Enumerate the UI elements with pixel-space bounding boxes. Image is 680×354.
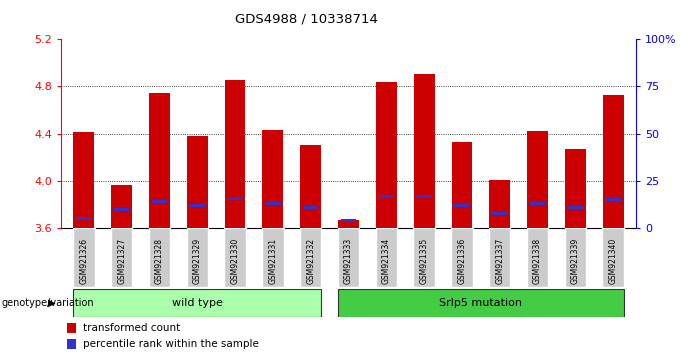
Bar [73,132,95,228]
Text: GSM921333: GSM921333 [344,238,353,284]
Bar [149,228,170,287]
Bar [265,202,281,205]
Bar [67,324,76,333]
Bar [527,228,548,287]
Bar [605,199,621,201]
Bar [224,80,245,228]
Bar [112,184,132,228]
Bar [527,131,548,228]
Bar [451,228,473,287]
Bar [376,81,396,228]
Text: GSM921337: GSM921337 [495,238,504,284]
Bar [416,195,432,198]
Bar [338,228,359,287]
Text: GSM921329: GSM921329 [193,238,202,284]
Text: ▶: ▶ [48,298,56,308]
Text: GSM921339: GSM921339 [571,238,580,284]
Bar [76,217,92,220]
Text: GSM921335: GSM921335 [420,238,428,284]
Bar [568,206,583,209]
Bar [262,228,284,287]
Text: GSM921336: GSM921336 [458,238,466,284]
Bar [375,228,397,287]
Text: GSM921331: GSM921331 [269,238,277,284]
Bar [300,228,322,287]
Bar [149,93,170,228]
Bar [489,228,511,287]
Text: transformed count: transformed count [83,323,180,333]
Text: GSM921330: GSM921330 [231,238,239,284]
Bar [73,289,322,317]
Text: GSM921328: GSM921328 [155,238,164,284]
Bar [338,220,359,228]
Text: GSM921332: GSM921332 [306,238,316,284]
Text: genotype/variation: genotype/variation [1,298,94,308]
Bar [602,228,624,287]
Text: GSM921327: GSM921327 [117,238,126,284]
Bar [227,196,243,200]
Text: Srlp5 mutation: Srlp5 mutation [439,298,522,308]
Text: GSM921340: GSM921340 [609,238,617,284]
Bar [454,204,470,207]
Bar [492,212,507,215]
Bar [114,208,129,211]
Text: wild type: wild type [172,298,223,308]
Bar [187,136,207,228]
Bar [73,228,95,287]
Text: GDS4988 / 10338714: GDS4988 / 10338714 [235,12,377,25]
Bar [379,195,394,198]
Text: GSM921326: GSM921326 [80,238,88,284]
Bar [186,228,208,287]
Bar [152,200,167,203]
Bar [452,142,473,228]
Text: GSM921338: GSM921338 [533,238,542,284]
Bar [564,228,586,287]
Bar [341,219,356,222]
Bar [190,204,205,207]
Bar [224,228,246,287]
Bar [602,95,624,228]
Bar [111,228,133,287]
Text: percentile rank within the sample: percentile rank within the sample [83,339,259,349]
Bar [67,339,76,349]
Bar [262,130,284,228]
Text: GSM921334: GSM921334 [381,238,391,284]
Bar [413,74,435,228]
Bar [565,149,585,228]
Bar [303,206,318,209]
Bar [490,180,510,228]
Bar [338,289,624,317]
Bar [301,145,321,228]
Bar [530,202,545,205]
Bar [413,228,435,287]
